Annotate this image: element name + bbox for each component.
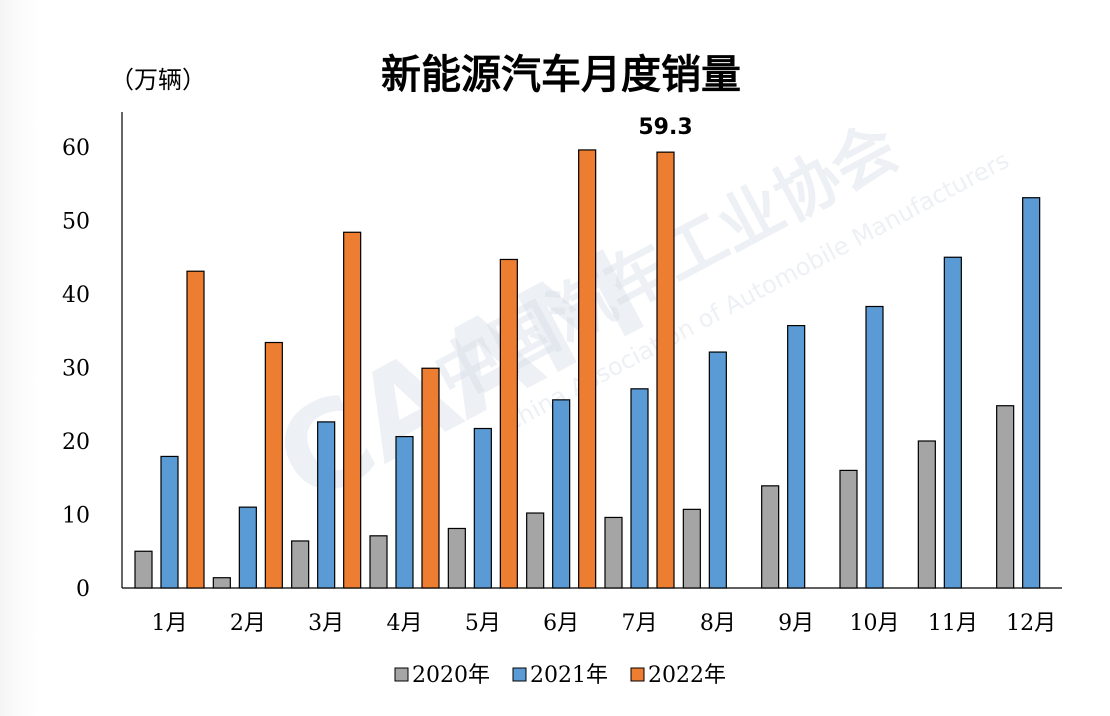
- y-tick-label: 10: [62, 504, 90, 529]
- x-tick-label: 5月: [465, 611, 501, 636]
- bar-2021年-7月: [630, 388, 649, 589]
- x-tick-label: 10月: [850, 611, 900, 636]
- bar-2021年-10月: [865, 305, 884, 589]
- bar-2020年-1月: [134, 550, 153, 589]
- bar-2021年-4月: [395, 435, 414, 589]
- bar-2021年-9月: [787, 325, 806, 589]
- bar-2021年-5月: [473, 427, 492, 589]
- bar-2020年-10月: [839, 469, 858, 589]
- y-tick-label: 50: [62, 210, 90, 235]
- bar-2021年-3月: [317, 421, 336, 589]
- legend-swatch: [512, 667, 527, 682]
- data-labels: 59.3: [638, 115, 692, 140]
- y-tick-label: 0: [76, 577, 90, 602]
- x-tick-label: 12月: [1006, 611, 1056, 636]
- bar-2020年-3月: [291, 540, 310, 589]
- x-tick-label: 11月: [928, 611, 978, 636]
- bar-2022年-2月: [264, 341, 283, 589]
- bar-2022年-6月: [578, 149, 597, 589]
- bar-2020年-12月: [996, 405, 1015, 589]
- bar-2021年-2月: [238, 506, 257, 589]
- bar-2020年-2月: [212, 577, 231, 589]
- bar-2020年-7月: [604, 516, 623, 589]
- x-tick-label: 7月: [622, 611, 658, 636]
- y-tick-label: 30: [62, 357, 90, 382]
- x-tick-label: 3月: [308, 611, 344, 636]
- bar-2022年-5月: [499, 258, 518, 589]
- bar-2022年-4月: [421, 367, 440, 589]
- x-tick-labels: 1月 2月 3月 4月 5月 6月 7月 8月 9月 10月 11月 12月: [152, 611, 1057, 636]
- chart-title: 新能源汽车月度销量: [381, 52, 741, 98]
- bar-2022年-7月: [656, 151, 675, 589]
- legend-label: 2021年: [530, 663, 608, 688]
- bar-2021年-8月: [708, 351, 727, 589]
- y-tick-labels: 0 10 20 30 40 50 60: [62, 136, 90, 602]
- legend-label: 2022年: [648, 663, 726, 688]
- bar-2020年-9月: [761, 485, 780, 589]
- x-tick-label: 4月: [387, 611, 423, 636]
- legend-swatch: [394, 667, 409, 682]
- bars: [134, 149, 1041, 589]
- bar-2020年-5月: [447, 527, 466, 589]
- bar-2020年-8月: [682, 508, 701, 589]
- data-label: 59.3: [638, 115, 692, 140]
- y-tick-label: 40: [62, 283, 90, 308]
- y-tick-label: 60: [62, 136, 90, 161]
- bar-2021年-1月: [160, 455, 179, 589]
- bar-2022年-1月: [186, 270, 205, 589]
- bar-2021年-11月: [943, 256, 962, 589]
- legend-label: 2020年: [412, 663, 490, 688]
- legend: 2020年 2021年 2022年: [394, 663, 726, 688]
- y-tick-label: 20: [62, 430, 90, 455]
- bar-2020年-6月: [526, 512, 545, 589]
- bar-2021年-6月: [552, 399, 571, 589]
- x-tick-label: 9月: [778, 611, 814, 636]
- x-tick-label: 8月: [700, 611, 736, 636]
- y-axis-unit: （万辆）: [110, 66, 206, 94]
- x-tick-label: 6月: [543, 611, 579, 636]
- bar-2020年-4月: [369, 535, 388, 589]
- bar-2022年-3月: [343, 231, 362, 589]
- bar-2020年-11月: [917, 440, 936, 589]
- bar-2021年-12月: [1022, 197, 1041, 589]
- x-tick-label: 1月: [152, 611, 188, 636]
- x-tick-label: 2月: [230, 611, 266, 636]
- legend-swatch: [630, 667, 645, 682]
